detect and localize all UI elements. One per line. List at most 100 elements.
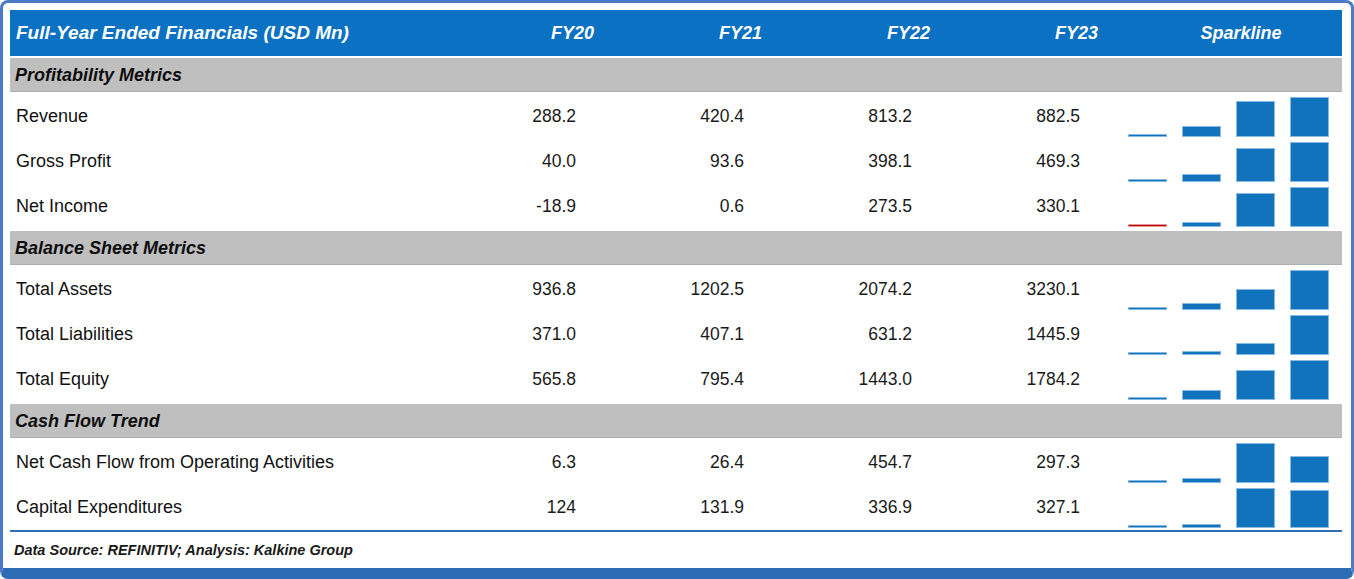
cell-fy21: 93.6 xyxy=(596,151,764,172)
sparkline-bar xyxy=(1236,370,1275,400)
row-label: Gross Profit xyxy=(10,151,428,172)
sparkline-bar xyxy=(1128,179,1167,182)
table-row-net-cash-flow-operating: Net Cash Flow from Operating Activities … xyxy=(10,440,1342,485)
cell-fy21: 795.4 xyxy=(596,369,764,390)
section-header-balance-sheet-metrics: Balance Sheet Metrics xyxy=(10,229,1342,267)
sparkline-bar xyxy=(1182,174,1221,182)
table-header-row: Full-Year Ended Financials (USD Mn) FY20… xyxy=(10,10,1342,56)
cell-fy23: 327.1 xyxy=(932,497,1100,518)
cell-fy20: 371.0 xyxy=(428,324,596,345)
section-header-cash-flow-trend: Cash Flow Trend xyxy=(10,402,1342,440)
sparkline-bar xyxy=(1182,390,1221,400)
sparkline-cell xyxy=(1100,267,1342,312)
sparkline-cell xyxy=(1100,485,1342,530)
table-row-net-income: Net Income -18.9 0.6 273.5 330.1 xyxy=(10,184,1342,229)
cell-fy22: 2074.2 xyxy=(764,279,932,300)
data-source-note: Data Source: REFINITIV; Analysis: Kalkin… xyxy=(10,532,1342,568)
cell-fy20: 40.0 xyxy=(428,151,596,172)
cell-fy21: 131.9 xyxy=(596,497,764,518)
sparkline-bar xyxy=(1182,478,1221,483)
column-header-sparkline: Sparkline xyxy=(1100,23,1342,44)
cell-fy23: 1445.9 xyxy=(932,324,1100,345)
row-label: Total Liabilities xyxy=(10,324,428,345)
sparkline-bar xyxy=(1236,193,1275,227)
cell-fy20: -18.9 xyxy=(428,196,596,217)
cell-fy21: 1202.5 xyxy=(596,279,764,300)
sparkline-cell xyxy=(1100,139,1342,184)
cell-fy21: 26.4 xyxy=(596,452,764,473)
cell-fy22: 813.2 xyxy=(764,106,932,127)
sparkline-bar xyxy=(1236,343,1275,355)
cell-fy23: 1784.2 xyxy=(932,369,1100,390)
sparkline-bar xyxy=(1236,488,1275,528)
sparkline-chart xyxy=(1100,267,1342,312)
cell-fy21: 420.4 xyxy=(596,106,764,127)
sparkline-bar xyxy=(1290,187,1329,227)
sparkline-cell xyxy=(1100,94,1342,139)
cell-fy20: 936.8 xyxy=(428,279,596,300)
cell-fy21: 407.1 xyxy=(596,324,764,345)
sparkline-chart xyxy=(1100,94,1342,139)
table-row-total-equity: Total Equity 565.8 795.4 1443.0 1784.2 xyxy=(10,357,1342,402)
cell-fy23: 469.3 xyxy=(932,151,1100,172)
row-label: Net Cash Flow from Operating Activities xyxy=(10,452,428,473)
sparkline-bar xyxy=(1290,270,1329,310)
table-row-capital-expenditures: Capital Expenditures 124 131.9 336.9 327… xyxy=(10,485,1342,530)
sparkline-bar xyxy=(1182,351,1221,355)
sparkline-bar xyxy=(1290,490,1329,528)
section-label: Cash Flow Trend xyxy=(10,411,1342,432)
column-header-fy23: FY23 xyxy=(932,23,1100,44)
column-header-fy21: FY21 xyxy=(596,23,764,44)
sparkline-bar xyxy=(1290,456,1329,483)
sparkline-cell xyxy=(1100,357,1342,402)
sparkline-chart xyxy=(1100,485,1342,530)
sparkline-bar xyxy=(1290,360,1329,400)
row-label: Net Income xyxy=(10,196,428,217)
table-row-total-liabilities: Total Liabilities 371.0 407.1 631.2 1445… xyxy=(10,312,1342,357)
sparkline-cell xyxy=(1100,312,1342,357)
sparkline-bar xyxy=(1182,303,1221,310)
cell-fy22: 454.7 xyxy=(764,452,932,473)
sparkline-chart xyxy=(1100,357,1342,402)
sparkline-bar xyxy=(1128,134,1167,137)
sparkline-chart xyxy=(1100,184,1342,229)
sparkline-bar xyxy=(1182,222,1221,227)
sparkline-bar xyxy=(1236,101,1275,137)
table-row-gross-profit: Gross Profit 40.0 93.6 398.1 469.3 xyxy=(10,139,1342,184)
cell-fy23: 330.1 xyxy=(932,196,1100,217)
cell-fy22: 336.9 xyxy=(764,497,932,518)
sparkline-bar xyxy=(1236,443,1275,483)
table-row-total-assets: Total Assets 936.8 1202.5 2074.2 3230.1 xyxy=(10,267,1342,312)
sparkline-bar xyxy=(1128,480,1167,483)
cell-fy20: 6.3 xyxy=(428,452,596,473)
row-label: Revenue xyxy=(10,106,428,127)
cell-fy20: 124 xyxy=(428,497,596,518)
financials-report-frame: Full-Year Ended Financials (USD Mn) FY20… xyxy=(0,0,1354,579)
column-header-fy22: FY22 xyxy=(764,23,932,44)
sparkline-cell xyxy=(1100,184,1342,229)
row-label: Capital Expenditures xyxy=(10,497,428,518)
cell-fy22: 1443.0 xyxy=(764,369,932,390)
sparkline-bar xyxy=(1128,307,1167,310)
sparkline-bar xyxy=(1128,525,1167,528)
sparkline-bar xyxy=(1128,397,1167,400)
table-row-revenue: Revenue 288.2 420.4 813.2 882.5 xyxy=(10,94,1342,139)
sparkline-bar xyxy=(1290,315,1329,355)
cell-fy23: 3230.1 xyxy=(932,279,1100,300)
sparkline-bar xyxy=(1290,142,1329,182)
cell-fy23: 297.3 xyxy=(932,452,1100,473)
sparkline-chart xyxy=(1100,312,1342,357)
cell-fy22: 398.1 xyxy=(764,151,932,172)
section-label: Balance Sheet Metrics xyxy=(10,238,1342,259)
section-label: Profitability Metrics xyxy=(10,65,1342,86)
column-header-fy20: FY20 xyxy=(428,23,596,44)
sparkline-cell xyxy=(1100,440,1342,485)
cell-fy21: 0.6 xyxy=(596,196,764,217)
sparkline-bar xyxy=(1182,126,1221,137)
cell-fy20: 288.2 xyxy=(428,106,596,127)
cell-fy22: 631.2 xyxy=(764,324,932,345)
sparkline-chart xyxy=(1100,139,1342,184)
cell-fy22: 273.5 xyxy=(764,196,932,217)
row-label: Total Assets xyxy=(10,279,428,300)
sparkline-bar xyxy=(1182,524,1221,528)
